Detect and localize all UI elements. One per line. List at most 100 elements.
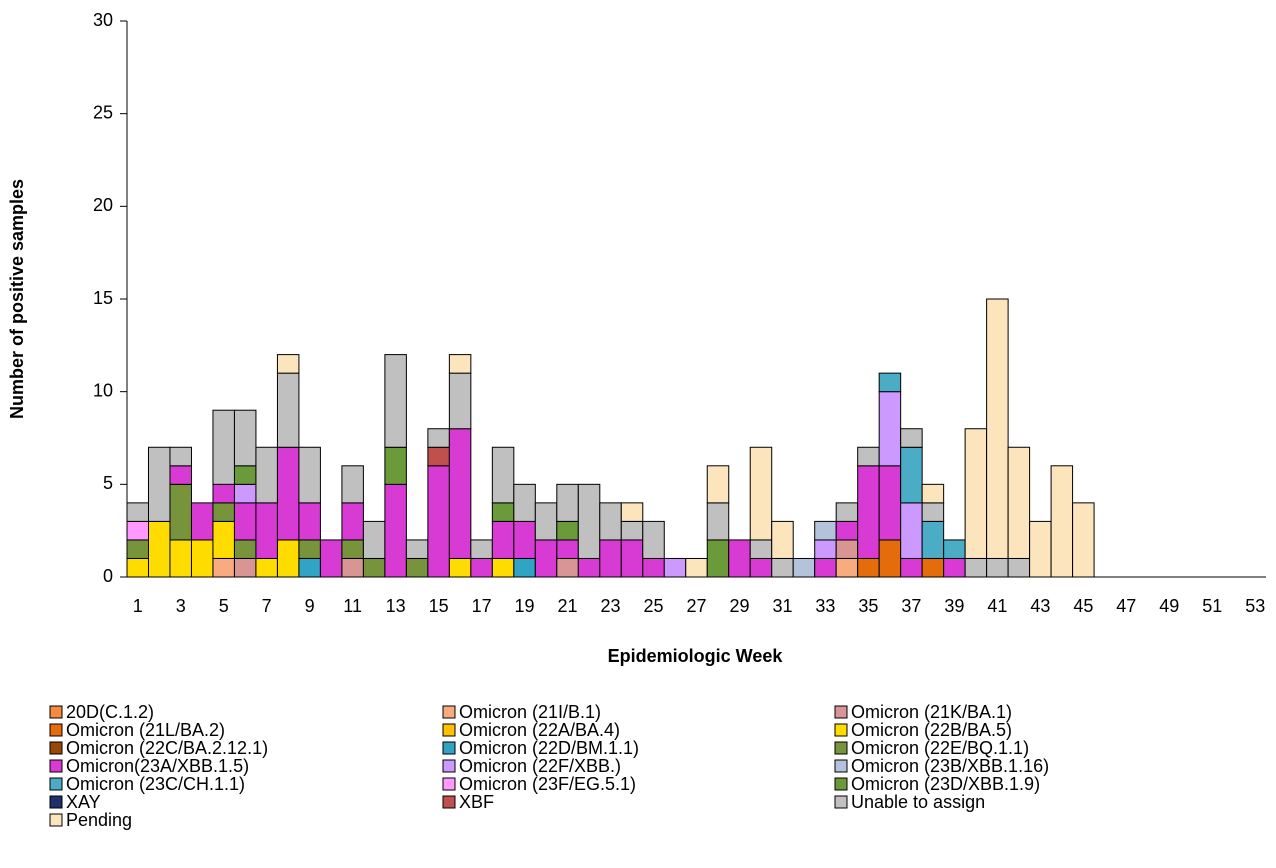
bar-segment — [255, 557, 278, 578]
bar-segment — [233, 409, 257, 467]
legend-label: Omicron (23D/XBB.1.9) — [851, 774, 1040, 794]
bar-segment — [362, 520, 386, 559]
bar-segment — [835, 520, 859, 541]
bar-segment — [749, 539, 773, 559]
bar-segment — [964, 428, 988, 559]
bar-segment — [169, 446, 192, 467]
bar-segment — [857, 465, 880, 559]
y-tick-label: 30 — [93, 10, 113, 30]
bar-segment — [1007, 446, 1031, 559]
bar-segment — [341, 502, 364, 541]
legend-label: Omicron (22C/BA.2.12.1) — [66, 738, 268, 758]
legend-label: Omicron (23F/EG.5.1) — [459, 774, 636, 794]
legend-swatch — [442, 705, 456, 719]
x-tick-label: 5 — [219, 596, 229, 616]
bar-segment — [298, 539, 321, 559]
bar-segment — [212, 483, 235, 504]
bar-segment — [900, 428, 923, 448]
x-tick-label: 39 — [944, 596, 964, 616]
bar-segment — [276, 354, 300, 374]
x-tick-label: 15 — [429, 596, 449, 616]
bar-segment — [384, 354, 407, 448]
bar-segment — [513, 520, 536, 559]
x-tick-label: 7 — [262, 596, 272, 616]
bar-segment — [448, 428, 472, 559]
bar-segment — [276, 539, 300, 578]
bar-segment — [921, 520, 945, 559]
bar-segment — [878, 372, 902, 393]
bar-segment — [491, 520, 515, 559]
legend-label: Omicron(23A/XBB.1.5) — [66, 756, 249, 776]
bar-segment — [878, 465, 902, 541]
bar-segment — [986, 557, 1009, 578]
legend-label: Omicron (23B/XBB.1.16) — [851, 756, 1049, 776]
bar-segment — [169, 539, 192, 578]
x-tick-label: 49 — [1159, 596, 1179, 616]
bar-segment — [900, 557, 923, 578]
bar-segment — [276, 372, 300, 448]
legend-label: Omicron (22B/BA.5) — [851, 720, 1012, 740]
legend-label: Omicron (21L/BA.2) — [66, 720, 225, 740]
y-tick-label: 10 — [93, 380, 113, 400]
bar-segment — [126, 520, 149, 541]
x-axis-title: Epidemiologic Week — [608, 646, 784, 666]
bar-segment — [921, 483, 945, 504]
bar-segment — [663, 557, 687, 578]
x-tick-label: 47 — [1116, 596, 1136, 616]
bar-segment — [448, 354, 472, 374]
legend-swatch — [834, 723, 848, 737]
y-tick-label: 0 — [103, 566, 113, 586]
bar-segment — [190, 539, 214, 578]
bar-segment — [384, 483, 407, 578]
x-tick-label: 51 — [1202, 596, 1222, 616]
x-tick-label: 27 — [686, 596, 706, 616]
x-tick-label: 43 — [1030, 596, 1050, 616]
bar-segment — [1050, 465, 1074, 578]
legend-label: Omicron (21I/B.1) — [459, 702, 601, 722]
legend-swatch — [49, 741, 63, 755]
x-tick-label: 41 — [987, 596, 1007, 616]
y-tick-label: 20 — [93, 195, 113, 215]
bar-segment — [362, 557, 386, 578]
bar-segment — [921, 557, 945, 578]
legend-label: Omicron (22E/BQ.1.1) — [851, 738, 1029, 758]
bar-segment — [577, 483, 601, 559]
x-tick-label: 35 — [858, 596, 878, 616]
bar-segment — [706, 539, 730, 578]
legend-swatch — [49, 759, 63, 773]
bar-segment — [126, 502, 149, 522]
bar-segment — [233, 557, 257, 578]
bar-segment — [448, 557, 472, 578]
bar-segment — [1029, 520, 1052, 578]
legend-swatch — [49, 795, 63, 809]
x-tick-label: 37 — [901, 596, 921, 616]
bar-segment — [642, 557, 665, 578]
bar-segment — [878, 539, 902, 578]
bar-segment — [620, 502, 644, 522]
bar-segment — [599, 539, 622, 578]
bar-segment — [169, 465, 192, 485]
bar-segment — [900, 446, 923, 504]
bar-segment — [126, 539, 149, 559]
bar-segment — [835, 502, 859, 522]
legend-swatch — [834, 741, 848, 755]
x-tick-label: 45 — [1073, 596, 1093, 616]
bar-segment — [599, 502, 622, 541]
y-tick-label: 5 — [103, 473, 113, 493]
bar-segment — [427, 446, 450, 467]
bar-segment — [319, 539, 343, 578]
bar-segment — [212, 520, 235, 559]
bar-segment — [212, 409, 235, 485]
x-tick-label: 21 — [558, 596, 578, 616]
bar-segment — [470, 539, 493, 559]
bar-segment — [513, 557, 536, 578]
bar-segment — [857, 446, 880, 467]
legend-swatch — [834, 795, 848, 809]
x-tick-label: 31 — [772, 596, 792, 616]
bar-segment — [577, 557, 601, 578]
legend-label: Omicron (22A/BA.4) — [459, 720, 620, 740]
legend-swatch — [834, 759, 848, 773]
bar-segment — [491, 557, 515, 578]
